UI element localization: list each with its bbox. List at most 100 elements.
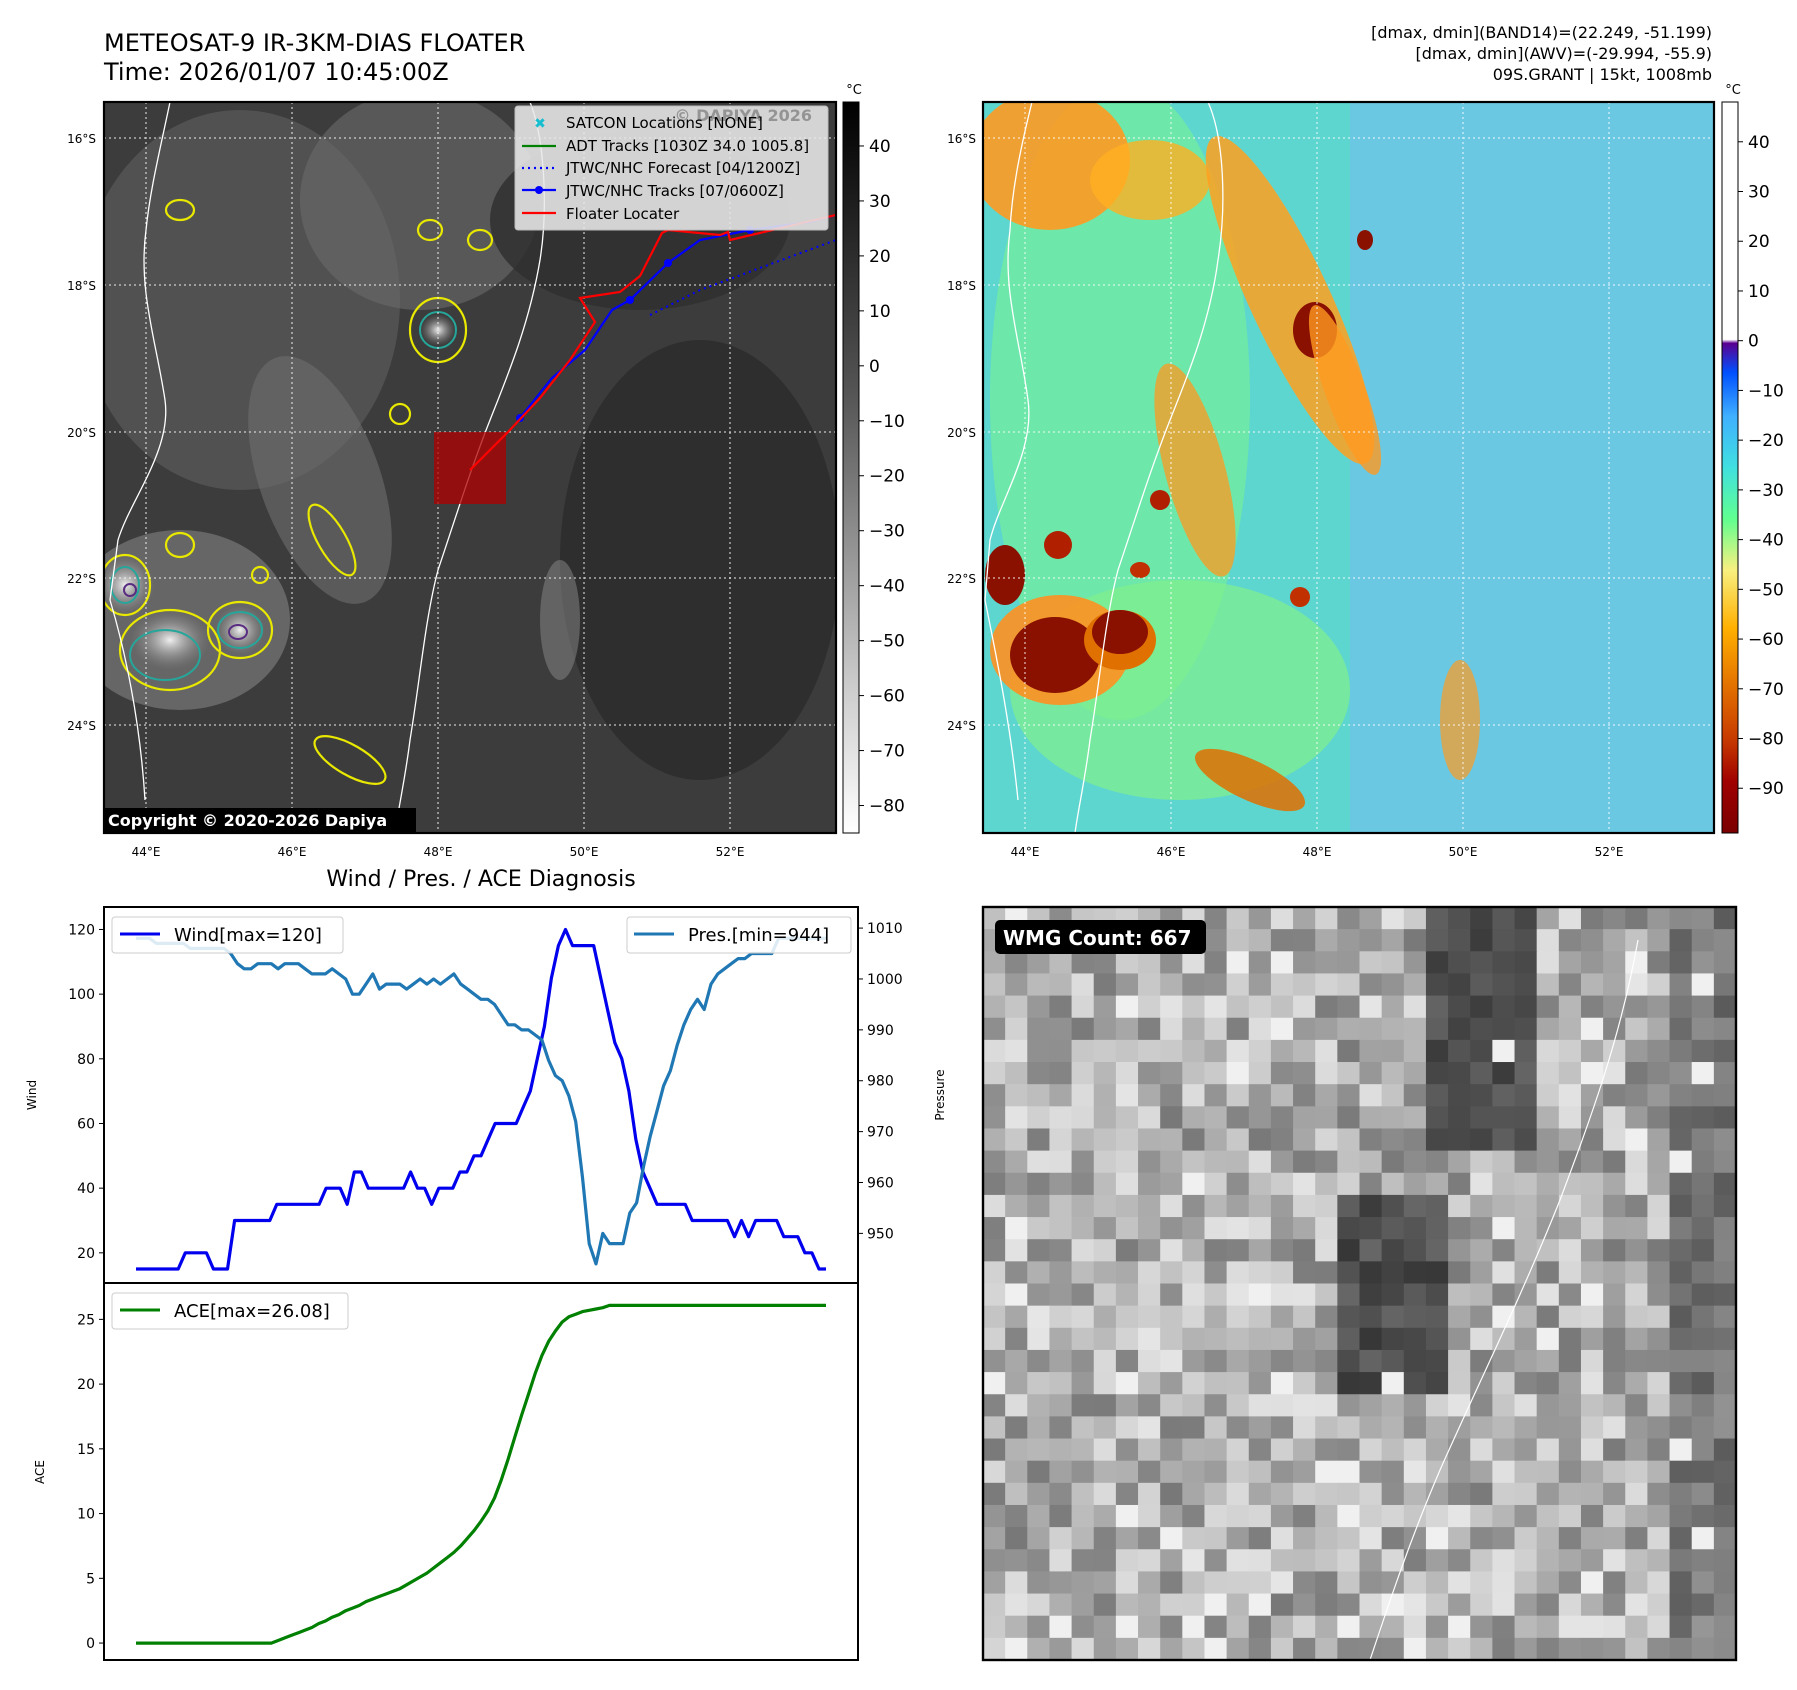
wmg-pixel <box>1027 1327 1051 1351</box>
wmg-pixel <box>1359 1194 1383 1218</box>
wmg-pixel <box>1293 1394 1316 1417</box>
wmg-pixel <box>1647 1128 1671 1152</box>
wmg-pixel <box>1625 1349 1649 1373</box>
wmg-pixel <box>1713 929 1736 952</box>
wmg-pixel <box>1248 1349 1272 1373</box>
wmg-pixel <box>1182 1615 1206 1639</box>
wmg-pixel <box>1049 1416 1073 1440</box>
wmg-pixel <box>1448 1084 1471 1107</box>
wmg-pixel <box>1027 1084 1051 1107</box>
wv-colorbar-tick-label: −10 <box>1748 381 1784 401</box>
wmg-pixel <box>1403 1017 1427 1041</box>
wmg-pixel <box>1647 1349 1671 1373</box>
wv-lat-label: 22°S <box>947 572 976 586</box>
wmg-pixel <box>1138 1527 1161 1550</box>
wmg-pixel <box>1470 1261 1493 1285</box>
wmg-pixel <box>1293 951 1316 975</box>
wmg-pixel <box>1027 951 1051 975</box>
wmg-pixel <box>1470 1039 1493 1063</box>
wmg-pixel <box>1337 1549 1361 1573</box>
wmg-pixel <box>1248 1194 1272 1218</box>
wmg-pixel <box>1160 1637 1183 1660</box>
ir-colorbar-tick-label: 20 <box>869 247 891 267</box>
wmg-pixel <box>1691 1217 1715 1240</box>
wmg-pixel <box>1381 1416 1405 1440</box>
wmg-pixel <box>1337 1062 1361 1085</box>
wmg-pixel <box>1536 1283 1560 1307</box>
wind-legend-label: Wind[max=120] <box>174 925 322 946</box>
wmg-pixel <box>1204 1571 1228 1595</box>
wmg-pixel <box>1381 1084 1405 1107</box>
wmg-pixel <box>1536 1504 1560 1528</box>
wmg-pixel <box>1647 1460 1671 1484</box>
wmg-pixel <box>1248 1172 1272 1196</box>
wmg-pixel <box>1536 1438 1560 1462</box>
wmg-pixel <box>1071 973 1095 997</box>
wmg-pixel <box>1647 1372 1671 1395</box>
wmg-pixel <box>1713 1305 1736 1329</box>
wv-colorbar-tick-label: 30 <box>1748 183 1770 203</box>
wmg-pixel <box>1470 1372 1493 1395</box>
wmg-pixel <box>1669 1438 1693 1462</box>
wmg-pixel <box>1536 1261 1560 1285</box>
wmg-pixel <box>1514 1172 1538 1196</box>
wmg-pixel <box>1713 1172 1736 1196</box>
wmg-pixel <box>983 1172 1006 1196</box>
wmg-pixel <box>1093 973 1117 997</box>
wmg-pixel <box>1115 1460 1139 1484</box>
wmg-pixel <box>1514 1084 1538 1107</box>
wmg-pixel <box>1448 1482 1471 1506</box>
wmg-pixel <box>1691 1150 1715 1174</box>
wind-axis-ticks: 20 40 60 80 100 120 <box>68 922 104 1262</box>
wmg-pixel <box>1647 1172 1671 1196</box>
ir-lon-labels: 44°E 46°E 48°E 50°E 52°E <box>132 845 745 859</box>
wmg-pixel <box>1558 907 1582 930</box>
wmg-pixel <box>1138 1571 1161 1595</box>
wmg-pixel <box>1115 1482 1139 1506</box>
wmg-pixel <box>1270 1593 1294 1617</box>
wmg-pixel <box>1603 1017 1626 1041</box>
wmg-pixel <box>1403 929 1427 952</box>
wmg-pixel <box>1669 1460 1693 1484</box>
wmg-pixel <box>1160 1615 1183 1639</box>
wmg-pixel <box>1270 951 1294 975</box>
wmg-pixel <box>1204 1482 1228 1506</box>
wmg-pixel <box>1403 1261 1427 1285</box>
wmg-pixel <box>1492 951 1516 975</box>
wmg-pixel <box>1115 1084 1139 1107</box>
wmg-pixel <box>1713 1327 1736 1351</box>
wmg-pixel <box>1115 1438 1139 1462</box>
wmg-pixel <box>1558 1172 1582 1196</box>
wmg-pixel <box>1669 995 1693 1019</box>
wmg-pixel <box>1691 1593 1715 1617</box>
wmg-pixel <box>1071 1460 1095 1484</box>
wmg-pixel <box>1270 1062 1294 1085</box>
wmg-pixel <box>1182 995 1206 1019</box>
wmg-pixel <box>1293 1150 1316 1174</box>
wmg-pixel <box>1204 1039 1228 1063</box>
wmg-pixel <box>1160 1239 1183 1262</box>
wmg-pixel <box>1647 1504 1671 1528</box>
wmg-pixel <box>1182 1150 1206 1174</box>
floater-box <box>434 432 506 504</box>
wmg-pixel <box>1580 1349 1604 1373</box>
wmg-pixel <box>1093 1482 1117 1506</box>
wmg-pixel <box>1182 1349 1206 1373</box>
wmg-pixel <box>1005 1283 1028 1307</box>
wmg-pixel <box>1647 1150 1671 1174</box>
wmg-pixel <box>1337 1416 1361 1440</box>
wmg-pixel <box>1425 1305 1449 1329</box>
wmg-pixel <box>1115 1615 1139 1639</box>
wmg-pixel <box>1027 1150 1051 1174</box>
wmg-pixel <box>1691 1571 1715 1595</box>
wmg-pixel <box>1093 1128 1117 1152</box>
wmg-pixel <box>1580 973 1604 997</box>
wmg-pixel <box>1603 1527 1626 1550</box>
wmg-pixel <box>1160 1504 1183 1528</box>
wmg-pixel <box>1337 1150 1361 1174</box>
wmg-pixel <box>1536 1194 1560 1218</box>
wmg-pixel <box>1647 1305 1671 1329</box>
wmg-pixel <box>1115 1039 1139 1063</box>
wmg-pixel <box>1558 1637 1582 1660</box>
wmg-pixel <box>1669 1327 1693 1351</box>
